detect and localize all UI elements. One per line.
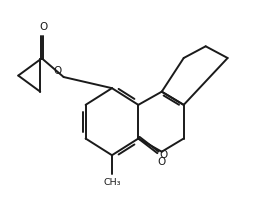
Text: O: O [160, 150, 168, 160]
Text: CH₃: CH₃ [103, 178, 121, 187]
Text: O: O [53, 66, 61, 76]
Text: O: O [39, 22, 47, 32]
Text: O: O [158, 157, 166, 167]
